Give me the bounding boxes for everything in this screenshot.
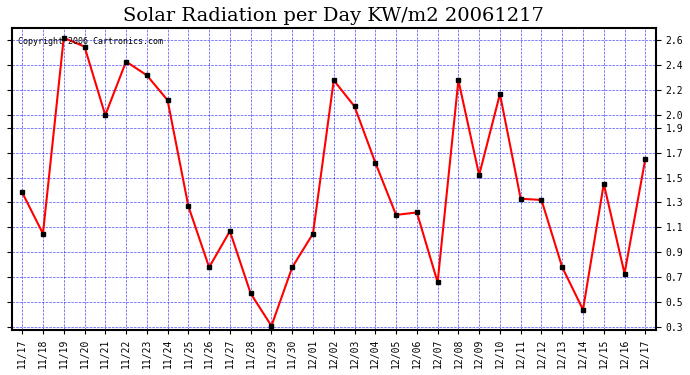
Title: Solar Radiation per Day KW/m2 20061217: Solar Radiation per Day KW/m2 20061217 bbox=[124, 7, 544, 25]
Text: Copyright 2006 Cartronics.com: Copyright 2006 Cartronics.com bbox=[18, 37, 164, 46]
